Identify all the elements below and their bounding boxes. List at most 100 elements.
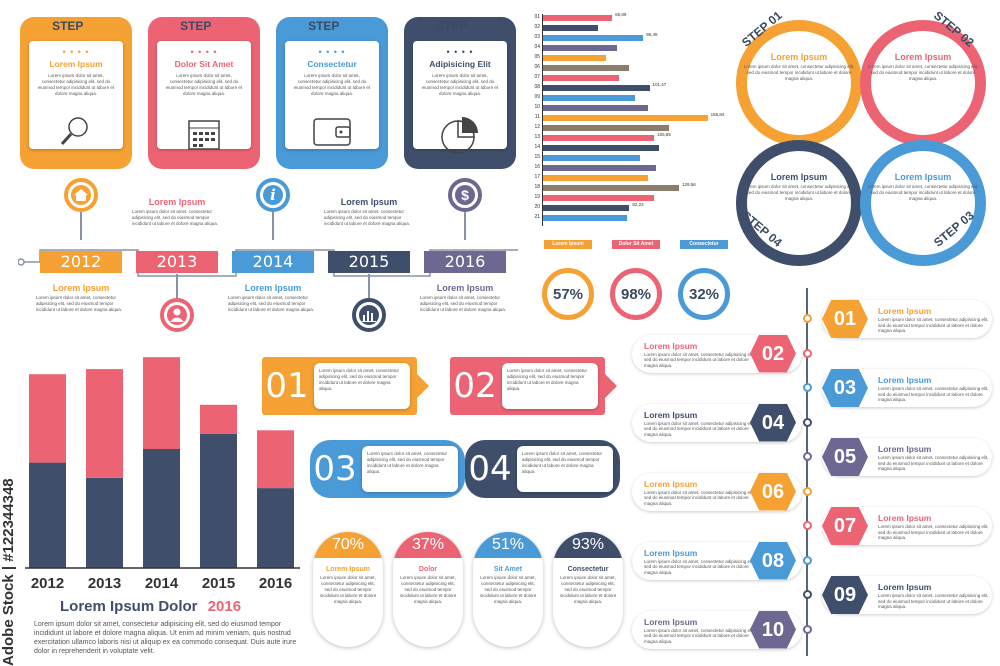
arrow-text: Lorem ipsum dolor sit amet, consectetur … — [362, 446, 458, 492]
chart-title-text: Lorem Ipsum Dolor — [60, 598, 198, 615]
step-card-01: STEP 01 • • • • Lorem Ipsum Lorem ipsum dol… — [20, 17, 132, 169]
chart-title: Lorem Ipsum Dolor 2016 — [60, 598, 241, 615]
ring-text: Lorem ipsum dolor sit amet, consectetur … — [743, 184, 855, 201]
hbar-bar — [543, 125, 669, 131]
card-panel: STEP 04 • • • • Adipisicing Elit Lorem ipsu… — [413, 19, 507, 154]
x-tick-label: 2012 — [31, 575, 64, 592]
list-title: Lorem Ipsum — [644, 478, 698, 489]
chart-icon — [359, 305, 379, 325]
pill-title: Consectetur — [567, 566, 609, 573]
hbar-bar — [543, 175, 648, 181]
list-title: Lorem Ipsum — [878, 513, 932, 523]
hbar-value: 101,47 — [652, 82, 667, 87]
card-panel: STEP 01 • • • • Lorem Ipsum Lorem ipsum dol… — [29, 19, 123, 149]
hbar-bar — [543, 205, 630, 211]
timeline-text: Lorem ipsum dolor sit amet, consectetur … — [324, 209, 411, 226]
arrow-number: 02 — [453, 366, 497, 406]
list-dot — [803, 383, 812, 392]
list-dot — [803, 314, 812, 323]
pill-title: Dolor — [418, 566, 438, 573]
list-number: 05 — [822, 438, 868, 476]
hbar-value: 82,22 — [632, 202, 644, 207]
hbar-label: 05 — [534, 54, 540, 60]
hbar-axis — [542, 14, 543, 226]
card-panel: STEP 02 • • • • Dolor Sit Amet Lorem ipsum … — [157, 19, 251, 150]
x-tick-label: 2013 — [88, 575, 121, 592]
wallet-icon — [310, 113, 354, 154]
arrow-number: 01 — [265, 366, 309, 406]
magnifier-icon — [58, 113, 94, 154]
list-text: Lorem ipsum dolor sit amet, consectetur … — [878, 386, 989, 402]
hbar-bar — [543, 85, 650, 91]
step-word: STEP — [436, 19, 468, 33]
hbar-label: 04 — [534, 44, 540, 50]
card-panel: STEP 03 • • • • Consectetur Lorem ipsum dol… — [285, 19, 379, 149]
hbar-value: 105,85 — [657, 132, 671, 137]
list-number: 08 — [750, 541, 796, 580]
bar-lower-2012 — [29, 462, 66, 568]
list-title: Lorem Ipsum — [878, 444, 932, 454]
step-number: 04 — [470, 19, 484, 33]
pin-stem — [176, 274, 178, 298]
pin-stem — [368, 274, 370, 298]
hbar-label: 06 — [534, 64, 540, 70]
list-text: Lorem ipsum dolor sit amet, consectetur … — [878, 455, 989, 471]
bar-upper-2015 — [200, 404, 237, 434]
card-title: Consectetur — [307, 59, 357, 69]
dots-decoration: • • • • — [62, 47, 90, 57]
ring-title: Lorem Ipsum — [770, 52, 828, 62]
timeline-pin — [352, 298, 386, 332]
hbar-bar — [543, 25, 598, 31]
hbar-bar — [543, 185, 680, 191]
year-label-2014: 2014 — [232, 251, 314, 273]
arrow-box-01: 01 Lorem ipsum dolor sit amet, consectetu… — [262, 357, 417, 415]
pill-text: Lorem ipsum dolor sit amet, consectetur … — [399, 575, 457, 604]
percent-circle: 32% — [678, 268, 730, 320]
ring-content: Lorem Ipsum Lorem ipsum dolor sit amet, c… — [741, 172, 857, 268]
list-dot — [803, 624, 812, 634]
step-word: STEP — [308, 19, 340, 33]
percent-label: Lorem Ipsum — [544, 240, 592, 249]
ring-title: Lorem Ipsum — [894, 172, 952, 182]
hbar-label: 02 — [534, 24, 540, 30]
hbar-bar — [543, 45, 617, 51]
list-text: Lorem ipsum dolor sit amet, consectetur … — [878, 524, 989, 540]
hbar-label: 19 — [534, 194, 540, 200]
percent-pill: 51% Sit Amet Lorem ipsum dolor sit amet, c… — [473, 532, 543, 647]
list-number: 10 — [750, 610, 796, 649]
list-text: Lorem ipsum dolor sit amet, consectetur … — [878, 593, 989, 609]
card-text: Lorem ipsum dolor sit amet, consectetur … — [37, 73, 115, 96]
percent-pill: 70% Lorem Ipsum Lorem ipsum dolor sit amet… — [313, 532, 383, 647]
card-title: Lorem Ipsum — [49, 59, 103, 69]
hbar-label: 21 — [534, 214, 540, 220]
timeline-title: Lorem Ipsum — [148, 197, 206, 207]
ring-content: Lorem Ipsum Lorem ipsum dolor sit amet, c… — [865, 52, 981, 148]
timeline-text: Lorem ipsum dolor sit amet, consectetur … — [36, 295, 123, 312]
dots-decoration: • • • • — [318, 47, 346, 57]
hbar-bar — [543, 155, 640, 161]
hbar-bar — [543, 35, 644, 41]
hbar-value: 129,56 — [682, 182, 696, 187]
hbar-label: 14 — [534, 144, 540, 150]
list-title: Lorem Ipsum — [644, 409, 698, 420]
dots-decoration: • • • • — [446, 47, 474, 57]
list-number: 01 — [822, 300, 868, 338]
home-icon — [71, 185, 91, 205]
step-number: 02 — [214, 19, 228, 33]
step-label: STEP 01 — [29, 19, 123, 33]
x-tick-label: 2015 — [202, 575, 235, 592]
list-number: 06 — [750, 472, 796, 511]
watermark: Adobe Stock | #122344348 — [0, 406, 17, 666]
hbar-bar — [543, 115, 708, 121]
bar-upper-2012 — [29, 374, 66, 463]
card-text: Lorem ipsum dolor sit amet, consectetur … — [165, 73, 243, 96]
list-number: 03 — [822, 369, 868, 407]
list-text: Lorem ipsum dolor sit amet, consectetur … — [644, 351, 755, 368]
percent-pill: 93% Consectetur Lorem ipsum dolor sit amet… — [553, 532, 623, 647]
pill-text: Lorem ipsum dolor sit amet, consectetur … — [479, 575, 537, 604]
hbar-label: 16 — [534, 164, 540, 170]
list-title: Lorem Ipsum — [878, 306, 932, 316]
list-text: Lorem ipsum dolor sit amet, consectetur … — [644, 558, 755, 575]
list-dot — [803, 452, 812, 461]
year-label-2015: 2015 — [328, 251, 410, 273]
